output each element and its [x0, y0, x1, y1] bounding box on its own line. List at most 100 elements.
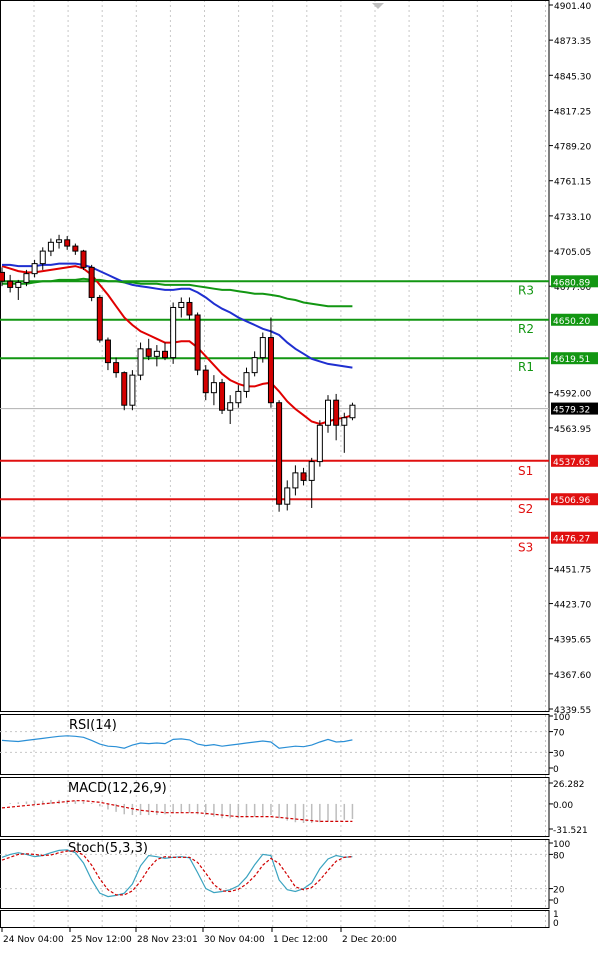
- indicator-tick-label: 100: [553, 840, 570, 850]
- price-tick-label: 4339.55: [554, 706, 591, 716]
- candle: [39, 247, 46, 270]
- price-axis: 4901.40 4873.35 4845.30 4817.25 4789.20 4761.…: [549, 2, 598, 716]
- pane-border: [0, 910, 550, 928]
- level-name-label: S1: [518, 464, 533, 478]
- level-price-label: 4650.20: [553, 317, 590, 327]
- candle-body: [31, 263, 38, 275]
- candle: [153, 345, 160, 367]
- level-name-label: S3: [518, 541, 533, 555]
- candle: [259, 332, 266, 363]
- price-tick-label: 4677.00: [554, 283, 591, 293]
- rsi-line: [1, 735, 353, 749]
- level-name-label: S2: [518, 502, 533, 516]
- stoch-label: Stoch(5,3,3): [68, 841, 148, 856]
- indicator-tick-label: 0.00: [553, 801, 573, 811]
- candle-body: [284, 487, 291, 505]
- candle-body: [113, 362, 120, 374]
- indicator-tick-label: 20: [553, 886, 565, 896]
- candle-body: [7, 280, 14, 288]
- scroll-marker-icon[interactable]: [372, 3, 384, 9]
- candle: [325, 395, 331, 433]
- candle-body: [259, 337, 266, 359]
- current-price-badge: [551, 402, 598, 415]
- price-tick-label: 4451.75: [554, 565, 591, 575]
- candle-body: [235, 390, 242, 404]
- price-tick-label: 4733.10: [554, 213, 591, 223]
- candle-body: [316, 424, 323, 463]
- candle-body: [153, 350, 160, 357]
- macd-label: MACD(12,26,9): [68, 781, 167, 796]
- level-name-label: R1: [518, 360, 534, 374]
- candle: [235, 385, 242, 408]
- candle-body: [210, 382, 217, 394]
- candle-body: [292, 472, 299, 489]
- price-tick-label: 4761.15: [554, 178, 591, 188]
- candle-body: [15, 281, 22, 288]
- candle-body: [251, 357, 258, 374]
- candle-body: [56, 239, 63, 243]
- indicator-tick-label: 0: [553, 765, 559, 775]
- candle: [210, 375, 217, 406]
- price-tick-label: 4563.95: [554, 425, 591, 435]
- candle-body: [0, 271, 5, 282]
- candle-body: [243, 372, 250, 392]
- time-axis: 10 24 Nov 04:00 25 Nov 12:00 28 Nov 23:01 30…: [1, 910, 559, 945]
- candle-body: [104, 339, 111, 364]
- candle: [56, 234, 63, 249]
- candle: [267, 317, 274, 408]
- mini-pane-tick-label: 1: [553, 910, 559, 920]
- price-tick-label: 4367.60: [554, 671, 591, 681]
- candle-body: [276, 402, 283, 505]
- candle-body: [80, 250, 87, 268]
- candle: [113, 357, 120, 378]
- candle: [162, 342, 168, 361]
- candle: [137, 342, 144, 381]
- price-tick-label: 4395.65: [554, 636, 591, 646]
- mini-pane-tick-label: 0: [553, 919, 559, 929]
- candle-body: [162, 350, 168, 359]
- price-tick-label: 4423.70: [554, 601, 591, 611]
- candle: [23, 269, 30, 287]
- candle: [219, 378, 226, 414]
- candle-body: [39, 250, 46, 265]
- candle-body: [64, 239, 71, 247]
- level-price-label: 4476.27: [553, 535, 590, 545]
- candle-body: [137, 348, 144, 376]
- candle-body: [219, 382, 226, 411]
- time-tick-label: 25 Nov 12:00: [71, 935, 132, 945]
- candle: [80, 249, 87, 270]
- candle-body: [267, 337, 274, 404]
- candle: [170, 302, 177, 364]
- level-name-label: R3: [518, 283, 534, 297]
- pane-border: [0, 839, 550, 909]
- macd-pane: MACD(12,26,9) 26.282 0.00 -31.521: [1, 780, 588, 836]
- candle: [292, 465, 299, 496]
- price-tick-label: 4592.00: [554, 390, 591, 400]
- stoch-k-line: [1, 849, 353, 898]
- candle-body: [308, 461, 315, 481]
- pane-border: [0, 777, 550, 837]
- price-tick-label: 4901.40: [554, 2, 591, 12]
- level-price-badge: [551, 531, 598, 544]
- candle-body: [333, 399, 340, 426]
- indicator-tick-label: 26.282: [553, 780, 585, 790]
- candle-body: [129, 374, 136, 406]
- candle-body: [194, 314, 201, 371]
- candle: [300, 467, 307, 486]
- candle: [227, 395, 234, 425]
- price-tick-label: 4705.05: [554, 248, 591, 258]
- candle: [96, 294, 103, 343]
- level-price-badge: [551, 313, 598, 326]
- level-price-badge: [551, 352, 598, 365]
- candle: [88, 264, 95, 302]
- candle: [72, 243, 79, 255]
- pane-border: [0, 0, 550, 712]
- pane-border: [0, 714, 550, 775]
- indicator-tick-label: -31.521: [553, 826, 588, 836]
- candle: [15, 279, 22, 300]
- candle-body: [47, 241, 54, 252]
- candle: [333, 393, 340, 441]
- price-tick-label: 4817.25: [554, 107, 591, 117]
- moving-average-line: [2, 262, 353, 369]
